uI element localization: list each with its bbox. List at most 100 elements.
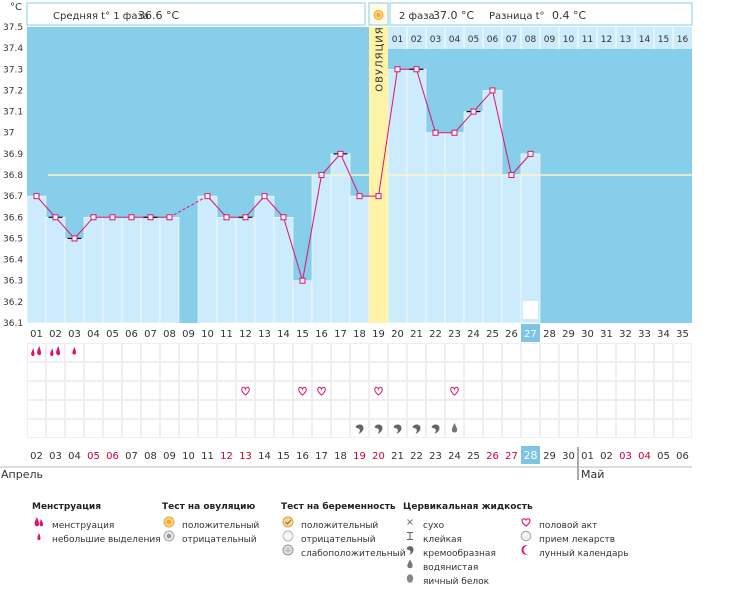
date-label: 08 <box>144 451 157 462</box>
marker-grid-cell <box>654 381 673 400</box>
temperature-bar <box>83 216 104 324</box>
temperature-bar <box>45 216 66 324</box>
phase2-day-label: 05 <box>468 35 479 45</box>
phase2-day-label: 06 <box>487 35 499 45</box>
phase2-summary-box <box>389 2 693 26</box>
marker-grid-cell <box>198 381 217 400</box>
temperature-line-gap <box>169 195 208 218</box>
date-label: 04 <box>68 451 81 462</box>
marker-grid-cell <box>388 343 407 362</box>
date-label: 12 <box>220 451 233 462</box>
marker-grid-cell <box>160 419 179 438</box>
marker-grid-cell <box>331 400 350 419</box>
temperature-point <box>109 214 116 221</box>
marker-grid-cell <box>217 343 236 362</box>
marker-grid-cell <box>502 362 521 381</box>
temperature-point <box>128 214 135 221</box>
temperature-point <box>90 214 97 221</box>
marker-grid-cell <box>331 419 350 438</box>
phase2-day-label: 02 <box>411 35 422 45</box>
marker-grid-cell <box>502 381 521 400</box>
legend-item-label: небольшие выделения <box>52 535 161 545</box>
marker-grid-cell <box>464 343 483 362</box>
legend-item-label: водянистая <box>423 563 479 573</box>
marker-grid-cell <box>483 400 502 419</box>
date-label: 05 <box>657 451 670 462</box>
marker-grid-cell <box>179 343 198 362</box>
marker-grid-cell <box>236 362 255 381</box>
y-tick-label: 37 <box>3 129 14 139</box>
watery-icon <box>403 558 417 575</box>
creamy-icon <box>412 424 421 434</box>
marker-grid-cell <box>141 343 160 362</box>
heart-icon <box>450 386 459 396</box>
marker-grid-cell <box>46 362 65 381</box>
cycle-day-label: 21 <box>410 329 423 340</box>
marker-grid-cell <box>559 362 578 381</box>
marker-grid-cell <box>464 362 483 381</box>
date-label: 30 <box>562 451 575 462</box>
temperature-line-segment <box>416 69 436 133</box>
marker-grid-cell <box>445 343 464 362</box>
negative-pregnancy-test-icon <box>281 530 295 547</box>
date-label: 19 <box>353 451 366 462</box>
cycle-day-label: 29 <box>562 329 575 340</box>
marker-grid-cell <box>122 419 141 438</box>
date-label: 02 <box>600 451 613 462</box>
marker-grid-cell <box>293 362 312 381</box>
temperature-point <box>280 214 287 221</box>
legend-cervical-fluid: Цервикальная жидкость сухо клейкая кремо… <box>403 502 533 587</box>
marker-grid-cell <box>559 400 578 419</box>
marker-grid-cell <box>673 362 692 381</box>
cycle-day-label: 15 <box>296 329 309 340</box>
marker-grid-cell <box>274 400 293 419</box>
marker-grid-cell <box>350 362 369 381</box>
today-date-highlight <box>521 446 540 464</box>
marker-grid-cell <box>65 400 84 419</box>
temperature-point <box>413 66 420 73</box>
marker-grid-cell <box>331 381 350 400</box>
phase2-day-label: 13 <box>620 35 631 45</box>
marker-grid-cell <box>540 343 559 362</box>
marker-grid-cell <box>236 400 255 419</box>
phase1-label: Средняя t° 1 фаза <box>53 11 149 22</box>
marker-grid-cell <box>578 343 597 362</box>
temperature-point <box>242 214 249 221</box>
creamy-icon <box>393 424 402 434</box>
marker-grid-cell <box>654 400 673 419</box>
marker-grid-cell <box>312 362 331 381</box>
temperature-point <box>337 150 344 157</box>
temperature-line-segment <box>283 217 303 281</box>
marker-grid-cell <box>65 419 84 438</box>
cycle-day-label: 16 <box>315 329 328 340</box>
marker-grid-cell <box>597 381 616 400</box>
y-tick-label: 36.9 <box>3 150 23 160</box>
cycle-day-label: 13 <box>258 329 271 340</box>
cycle-day-label: 28 <box>543 329 556 340</box>
date-label: 27 <box>505 451 518 462</box>
temperature-line-segment <box>245 195 265 218</box>
marker-grid-cell <box>559 343 578 362</box>
temperature-bar <box>425 132 446 324</box>
temperature-point <box>33 193 40 200</box>
temperature-point <box>299 277 306 284</box>
today-cycle-day-highlight <box>521 324 540 342</box>
marker-grid-cell <box>616 362 635 381</box>
legend-item-label: половой акт <box>539 521 598 531</box>
marker-grid-cell <box>521 362 540 381</box>
negative-ovulation-test-icon <box>162 530 176 547</box>
date-label: 20 <box>372 451 385 462</box>
temperature-point <box>147 214 154 221</box>
heart-icon <box>317 386 326 396</box>
heart-icon <box>374 386 383 396</box>
date-label: 28 <box>524 449 538 462</box>
marker-grid-cell <box>312 419 331 438</box>
phase2-day-label: 15 <box>658 35 669 45</box>
sun-icon-core <box>376 13 381 17</box>
marker-grid-cell <box>388 362 407 381</box>
marker-grid-cell <box>198 343 217 362</box>
marker-grid-cell <box>559 419 578 438</box>
moon-marker-cell <box>523 301 538 319</box>
marker-grid-cell <box>445 362 464 381</box>
y-tick-label: 36.4 <box>3 256 23 266</box>
